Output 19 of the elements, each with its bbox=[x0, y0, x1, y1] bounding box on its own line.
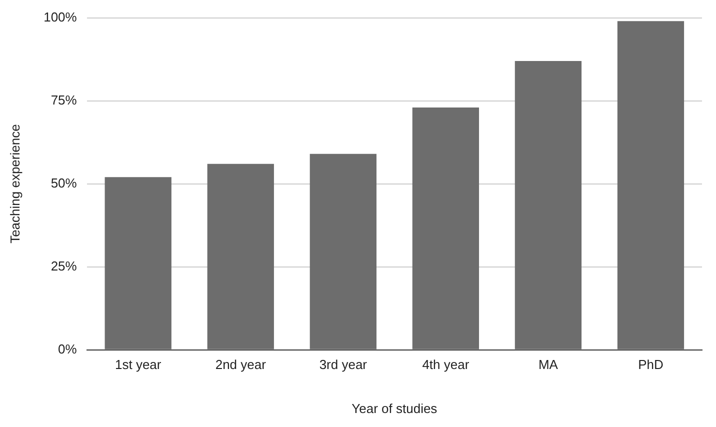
x-tick-label: PhD bbox=[638, 357, 664, 372]
bar bbox=[514, 60, 582, 350]
bar bbox=[617, 21, 684, 350]
x-tick-label: 1st year bbox=[114, 357, 162, 372]
y-tick-label: 75% bbox=[50, 92, 78, 108]
bar bbox=[310, 154, 376, 350]
x-tick-label: MA bbox=[538, 357, 558, 372]
bar bbox=[412, 107, 480, 350]
x-tick-label: 2nd year bbox=[215, 357, 267, 372]
y-tick-label: 100% bbox=[44, 9, 78, 24]
y-axis-title: Teaching experience bbox=[7, 124, 22, 244]
x-tick-label: 4th year bbox=[422, 357, 470, 372]
bar bbox=[104, 177, 172, 350]
y-tick-label: 0% bbox=[58, 341, 78, 356]
y-tick-label: 50% bbox=[50, 175, 78, 190]
x-axis-title: Year of studies bbox=[352, 400, 438, 416]
x-tick-label: 3rd year bbox=[319, 357, 368, 372]
y-tick-label: 25% bbox=[50, 258, 78, 274]
bar bbox=[207, 164, 274, 350]
